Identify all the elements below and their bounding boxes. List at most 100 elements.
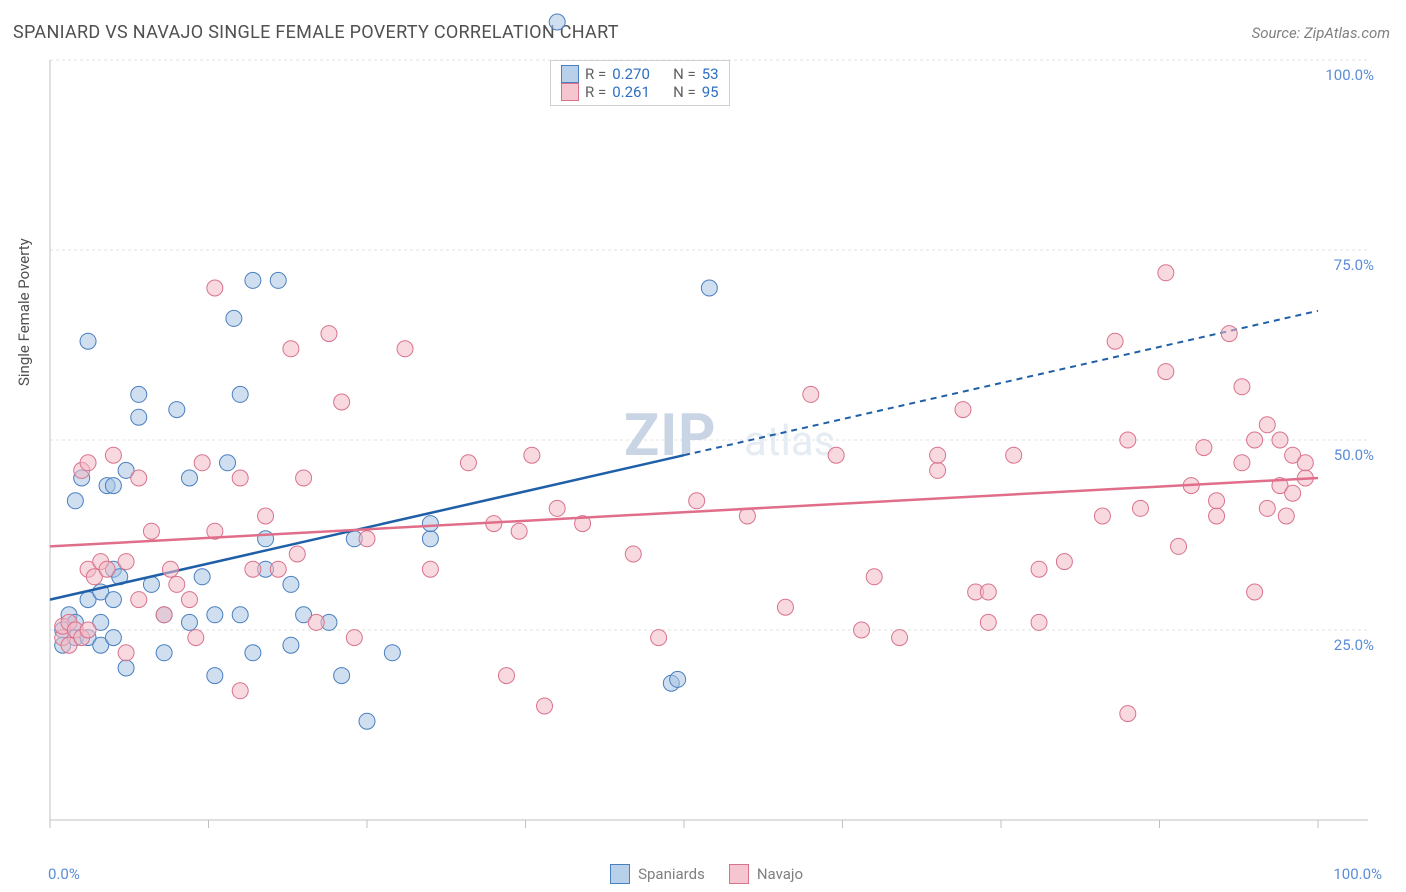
data-point (118, 660, 134, 676)
data-point (283, 341, 299, 357)
data-point (1247, 432, 1263, 448)
data-point (511, 523, 527, 539)
data-point (460, 455, 476, 471)
data-point (289, 546, 305, 562)
data-point (1272, 432, 1288, 448)
data-point (156, 645, 172, 661)
data-point (232, 386, 248, 402)
data-point (854, 622, 870, 638)
data-point (1158, 265, 1174, 281)
data-point (1107, 333, 1123, 349)
n-label: N = (673, 83, 696, 101)
data-point (131, 386, 147, 402)
data-point (930, 462, 946, 478)
x-axis-min-label: 0.0% (48, 865, 80, 883)
data-point (67, 493, 83, 509)
data-point (359, 531, 375, 547)
data-point (866, 569, 882, 585)
data-point (828, 447, 844, 463)
n-label: N = (673, 65, 696, 83)
data-point (334, 394, 350, 410)
stats-legend-box: R = 0.270 N = 53 R = 0.261 N = 95 (550, 60, 730, 106)
data-point (80, 455, 96, 471)
data-point (207, 280, 223, 296)
swatch-icon (610, 864, 630, 884)
data-point (232, 470, 248, 486)
data-point (207, 668, 223, 684)
data-point (232, 607, 248, 623)
stats-row-spaniards: R = 0.270 N = 53 (561, 65, 719, 83)
data-point (422, 561, 438, 577)
data-point (955, 402, 971, 418)
data-point (651, 630, 667, 646)
data-point (194, 455, 210, 471)
data-point (162, 561, 178, 577)
trend-line (50, 478, 1318, 546)
data-point (1209, 508, 1225, 524)
data-point (296, 470, 312, 486)
svg-text:75.0%: 75.0% (1334, 256, 1374, 274)
data-point (308, 614, 324, 630)
data-point (245, 561, 261, 577)
data-point (1221, 326, 1237, 342)
data-point (131, 409, 147, 425)
data-point (245, 272, 261, 288)
data-point (105, 592, 121, 608)
data-point (701, 280, 717, 296)
data-point (131, 592, 147, 608)
data-point (283, 637, 299, 653)
data-point (930, 447, 946, 463)
r-value: 0.261 (612, 83, 650, 101)
data-point (1006, 447, 1022, 463)
data-point (181, 614, 197, 630)
data-point (334, 668, 350, 684)
r-label: R = (585, 65, 606, 83)
data-point (194, 569, 210, 585)
data-point (524, 447, 540, 463)
legend-label: Spaniards (638, 865, 705, 883)
data-point (181, 592, 197, 608)
data-point (1285, 485, 1301, 501)
data-point (803, 386, 819, 402)
data-point (220, 455, 236, 471)
data-point (359, 713, 375, 729)
data-point (980, 614, 996, 630)
data-point (1120, 432, 1136, 448)
data-point (1234, 455, 1250, 471)
data-point (321, 326, 337, 342)
stats-row-navajo: R = 0.261 N = 95 (561, 83, 719, 101)
n-value: 95 (702, 83, 719, 101)
data-point (105, 447, 121, 463)
data-point (143, 523, 159, 539)
data-point (131, 470, 147, 486)
data-point (105, 630, 121, 646)
data-point (346, 630, 362, 646)
data-point (1031, 561, 1047, 577)
data-point (181, 470, 197, 486)
data-point (1120, 706, 1136, 722)
data-point (1094, 508, 1110, 524)
svg-text:ZIP: ZIP (624, 402, 717, 470)
data-point (283, 576, 299, 592)
svg-text:50.0%: 50.0% (1334, 446, 1374, 464)
data-point (422, 516, 438, 532)
data-point (1259, 500, 1275, 516)
data-point (892, 630, 908, 646)
data-point (777, 599, 793, 615)
swatch-icon (561, 65, 579, 83)
data-point (549, 14, 565, 30)
svg-text:atlas: atlas (744, 417, 835, 466)
data-point (188, 630, 204, 646)
x-axis-max-label: 100.0% (1333, 865, 1382, 883)
data-point (1234, 379, 1250, 395)
data-point (1171, 538, 1187, 554)
data-point (1031, 614, 1047, 630)
data-point (1259, 417, 1275, 433)
data-point (80, 622, 96, 638)
data-point (1056, 554, 1072, 570)
r-label: R = (585, 83, 606, 101)
legend-label: Navajo (757, 865, 803, 883)
data-point (397, 341, 413, 357)
data-point (258, 531, 274, 547)
svg-text:100.0%: 100.0% (1325, 66, 1374, 84)
